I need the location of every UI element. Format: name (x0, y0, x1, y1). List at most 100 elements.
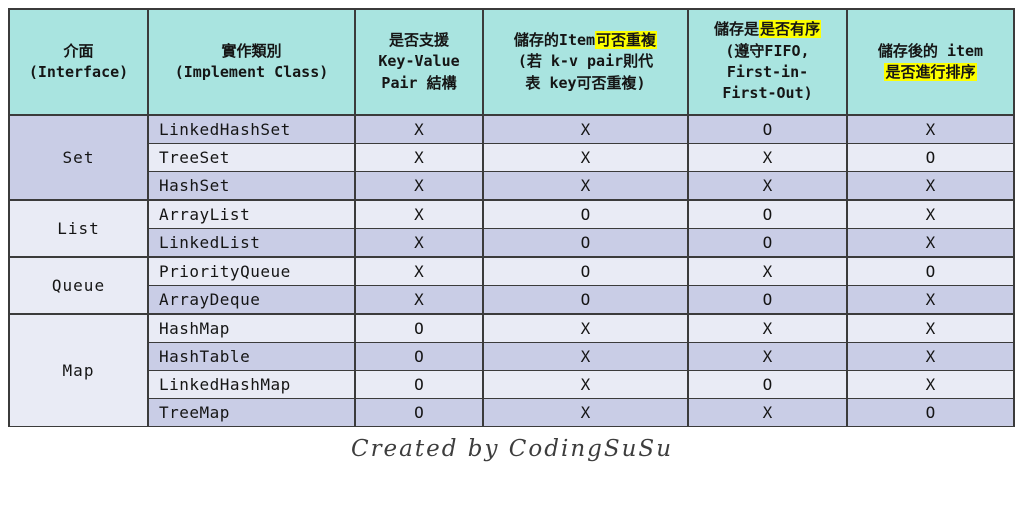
value-cell: O (354, 342, 484, 371)
value-cell: X (482, 342, 689, 371)
interface-cell: Map (8, 313, 149, 427)
header-line: 是否進行排序 (850, 62, 1011, 83)
header-text: First-Out) (722, 84, 813, 103)
header-text: 儲存後的 item (877, 41, 984, 60)
column-header: 儲存是是否有序 (遵守FIFO, First-in- First-Out) (687, 8, 848, 116)
value-cell: X (354, 256, 484, 286)
value-cell: O (354, 370, 484, 399)
value-cell: O (687, 285, 848, 315)
value-cell: O (354, 313, 484, 343)
header-line: Key-Value (358, 51, 480, 72)
header-text: First-in- (726, 63, 809, 81)
header-text: Key-Value (378, 52, 460, 71)
header-line: Pair 結構 (358, 73, 480, 94)
value-cell: O (846, 398, 1015, 427)
value-cell: O (687, 114, 848, 144)
header-line: 介面 (12, 41, 145, 62)
interface-cell: List (8, 199, 149, 258)
header-text: 介面 (63, 41, 94, 60)
table-row: LinkedList X O O X (9, 228, 1015, 258)
value-cell: O (687, 370, 848, 399)
table-row: ArrayDeque X O O X (9, 285, 1015, 315)
value-cell: X (354, 143, 484, 172)
table-header: 介面 (Interface) 實作類別 (Implement Class) 是否支援 Ke… (8, 8, 1015, 116)
table-row: Queue PriorityQueue X O X O (8, 256, 1015, 315)
value-cell: O (687, 199, 848, 229)
header-line: First-in- (691, 62, 844, 83)
value-cell: X (846, 342, 1015, 371)
header-line: (遵守FIFO, (691, 41, 844, 62)
table-row: TreeMap O X X O (9, 398, 1015, 427)
value-cell: X (687, 398, 848, 427)
value-cell: X (482, 114, 689, 144)
table-row: Map HashMap O X X X (8, 313, 1015, 427)
column-header: 儲存的Item可否重複 (若 k-v pair則代表 key可否重複) (482, 8, 689, 116)
header-line: 儲存是是否有序 (691, 19, 844, 40)
value-cell: X (354, 199, 484, 229)
value-cell: X (687, 143, 848, 172)
value-cell: X (482, 398, 689, 427)
column-header: 是否支援 Key-Value Pair 結構 (354, 8, 484, 116)
value-cell: O (482, 285, 689, 315)
value-cell: X (687, 342, 848, 371)
header-line: (Implement Class) (151, 62, 352, 83)
class-cell: LinkedHashSet (147, 114, 356, 144)
value-cell: X (846, 171, 1015, 201)
value-cell: X (846, 313, 1015, 343)
header-line: First-Out) (691, 83, 844, 104)
header-line: 儲存後的 item (850, 41, 1011, 62)
value-cell: X (846, 114, 1015, 144)
class-cell: HashMap (147, 313, 356, 343)
value-cell: X (846, 285, 1015, 315)
header-text: 是否支援 (388, 31, 449, 50)
highlighted-text: 可否重複 (595, 31, 658, 50)
interface-cell: Set (8, 114, 149, 201)
class-cell: HashSet (147, 171, 356, 201)
header-text: 儲存是 (713, 20, 759, 39)
collections-comparison-table: 介面 (Interface) 實作類別 (Implement Class) 是否支援 Ke… (8, 8, 1015, 427)
value-cell: X (354, 114, 484, 144)
value-cell: X (687, 313, 848, 343)
value-cell: O (846, 256, 1015, 286)
table-body: Set LinkedHashSet X X O X TreeSet X X X O HashSet X X… (8, 114, 1015, 427)
table-row: LinkedHashMap O X O X (9, 370, 1015, 399)
class-cell: HashTable (147, 342, 356, 371)
value-cell: X (354, 171, 484, 201)
table-row: TreeSet X X X O (9, 143, 1015, 172)
value-cell: O (482, 228, 689, 258)
header-line: (若 k-v pair則代 (486, 51, 685, 72)
value-cell: O (482, 199, 689, 229)
table-row: Set LinkedHashSet X X O X (8, 114, 1015, 201)
header-text: (遵守FIFO, (725, 41, 810, 60)
header-text: Pair 結構 (381, 73, 457, 92)
value-cell: O (354, 398, 484, 427)
header-line: 儲存的Item可否重複 (486, 30, 685, 51)
header-text: (Implement Class) (174, 63, 329, 81)
table-row: HashSet X X X X (9, 171, 1015, 201)
class-cell: TreeSet (147, 143, 356, 172)
header-text: 儲存的Item (513, 31, 596, 50)
header-line: 表 key可否重複) (486, 73, 685, 94)
class-cell: ArrayDeque (147, 285, 356, 315)
header-text: (若 k-v pair則代 (517, 52, 654, 71)
value-cell: X (846, 199, 1015, 229)
table-row: List ArrayList X O O X (8, 199, 1015, 258)
value-cell: X (687, 171, 848, 201)
value-cell: O (687, 228, 848, 258)
column-header: 儲存後的 item 是否進行排序 (846, 8, 1015, 116)
page: 介面 (Interface) 實作類別 (Implement Class) 是否支援 Ke… (8, 8, 1015, 462)
credit-text: Created by CodingSuSu (350, 436, 674, 462)
header-row: 介面 (Interface) 實作類別 (Implement Class) 是否支援 Ke… (8, 8, 1015, 116)
class-cell: PriorityQueue (147, 256, 356, 286)
value-cell: X (482, 370, 689, 399)
value-cell: X (482, 171, 689, 201)
value-cell: X (354, 228, 484, 258)
value-cell: X (846, 370, 1015, 399)
value-cell: X (354, 285, 484, 315)
value-cell: O (846, 143, 1015, 172)
table-row: HashTable O X X X (9, 342, 1015, 371)
class-cell: LinkedList (147, 228, 356, 258)
header-text: 實作類別 (221, 41, 282, 60)
class-cell: TreeMap (147, 398, 356, 427)
header-line: 實作類別 (151, 41, 352, 62)
